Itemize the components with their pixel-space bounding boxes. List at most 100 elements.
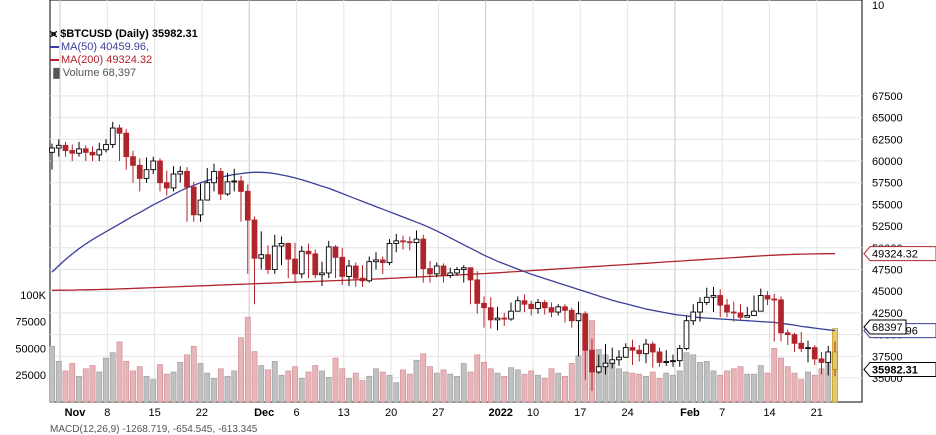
candle-body bbox=[737, 312, 744, 318]
candle-body bbox=[292, 258, 298, 275]
volume-bar bbox=[717, 374, 724, 403]
volume-bar bbox=[595, 349, 602, 403]
candle-body bbox=[224, 181, 231, 195]
volume-bar bbox=[109, 352, 116, 403]
volume-bar bbox=[697, 362, 703, 403]
candle-body bbox=[89, 151, 96, 156]
candle-body bbox=[744, 315, 751, 318]
volume-bar bbox=[130, 370, 136, 403]
candle-body bbox=[177, 170, 184, 175]
price-tag-box bbox=[863, 361, 936, 377]
price-tick-label: 65000 bbox=[872, 113, 903, 125]
candle-body bbox=[778, 299, 784, 334]
candle-body bbox=[818, 358, 825, 363]
candle-body bbox=[319, 272, 325, 276]
volume-bar bbox=[238, 337, 244, 403]
candle-body bbox=[629, 347, 636, 351]
price-tick-label: 52500 bbox=[872, 221, 903, 233]
volume-tick-label: 100K bbox=[20, 290, 46, 302]
legend-ma50-value: 40459.96, bbox=[100, 41, 150, 53]
candle-body bbox=[521, 300, 528, 305]
candle-body bbox=[69, 150, 76, 154]
volume-bar bbox=[562, 375, 568, 403]
volume-bar bbox=[427, 366, 433, 403]
price-tag-label: 49324.32 bbox=[872, 249, 918, 261]
x-tick-label: 7 bbox=[719, 407, 725, 419]
candle-body bbox=[676, 348, 683, 362]
volume-bar bbox=[231, 370, 238, 403]
volume-bar bbox=[474, 354, 481, 403]
legend-ma200-name: MA(200) bbox=[61, 54, 104, 66]
candle-body bbox=[683, 320, 690, 349]
ma200-swatch-icon bbox=[50, 59, 59, 62]
candle-body bbox=[825, 351, 832, 363]
volume-bar bbox=[55, 360, 62, 403]
candle-body bbox=[211, 170, 217, 184]
volume-bar bbox=[737, 366, 744, 403]
candle-body bbox=[373, 259, 379, 263]
candle-body bbox=[649, 343, 656, 353]
candle-body bbox=[656, 351, 663, 363]
x-tick-label: 2022 bbox=[488, 407, 512, 419]
price-tick-label: 62500 bbox=[872, 134, 903, 146]
candle-body bbox=[447, 272, 454, 277]
candle-body bbox=[143, 169, 150, 179]
volume-bar bbox=[447, 373, 454, 403]
volume-bar bbox=[683, 352, 690, 403]
price-tick-label: 45000 bbox=[872, 286, 903, 298]
legend-volume-name: Volume bbox=[62, 67, 100, 79]
candle-body bbox=[413, 238, 420, 244]
candle-body bbox=[217, 170, 224, 195]
candle-body bbox=[602, 362, 609, 368]
volume-bar bbox=[211, 378, 217, 403]
volume-bar bbox=[150, 379, 157, 403]
volume-bar bbox=[157, 364, 163, 403]
volume-tag-box bbox=[863, 319, 907, 335]
candle-body bbox=[190, 186, 197, 216]
volume-bar bbox=[359, 380, 366, 403]
volume-bar bbox=[778, 357, 784, 403]
x-tick-label: 13 bbox=[338, 407, 350, 419]
volume-bar bbox=[541, 378, 548, 403]
volume-bar bbox=[676, 370, 683, 403]
volume-bar bbox=[366, 375, 373, 403]
x-tick-label: 22 bbox=[196, 407, 208, 419]
volume-bar bbox=[285, 370, 292, 403]
candle-body bbox=[494, 317, 501, 321]
volume-tick-label: 75000 bbox=[15, 317, 46, 329]
volume-bar bbox=[96, 371, 103, 403]
volume-bar bbox=[487, 368, 494, 403]
volume-bar bbox=[170, 371, 177, 403]
volume-bar bbox=[440, 369, 447, 403]
candle-body bbox=[690, 311, 697, 322]
candle-body bbox=[798, 342, 805, 349]
volume-bar bbox=[643, 375, 649, 403]
volume-bar bbox=[629, 372, 636, 403]
volume-bar bbox=[703, 360, 710, 403]
candle-body bbox=[116, 127, 123, 134]
candle-body bbox=[366, 261, 373, 282]
legend-volume: ▐▌Volume 68,397 bbox=[50, 67, 198, 80]
volume-bar bbox=[521, 373, 528, 403]
candle-body bbox=[433, 265, 440, 275]
volume-bar bbox=[123, 360, 130, 403]
price-tick-label: 57500 bbox=[872, 178, 903, 190]
volume-bar bbox=[184, 354, 190, 403]
volume-bar bbox=[224, 375, 231, 403]
candle-body bbox=[541, 302, 548, 309]
x-tick-label: 6 bbox=[293, 407, 299, 419]
x-tick-label: Dec bbox=[254, 407, 274, 419]
volume-bar bbox=[548, 368, 555, 403]
candle-body bbox=[346, 265, 352, 277]
candle-body bbox=[312, 253, 319, 276]
x-tick-label: 8 bbox=[104, 407, 110, 419]
volume-bar bbox=[535, 374, 541, 403]
volume-tick-label: 25000 bbox=[15, 370, 46, 382]
volume-bar bbox=[82, 368, 89, 403]
volume-bar bbox=[76, 375, 82, 403]
candle-body bbox=[170, 173, 177, 189]
candle-body bbox=[730, 311, 737, 314]
volume-bar bbox=[305, 371, 312, 403]
candle-body bbox=[514, 300, 521, 312]
